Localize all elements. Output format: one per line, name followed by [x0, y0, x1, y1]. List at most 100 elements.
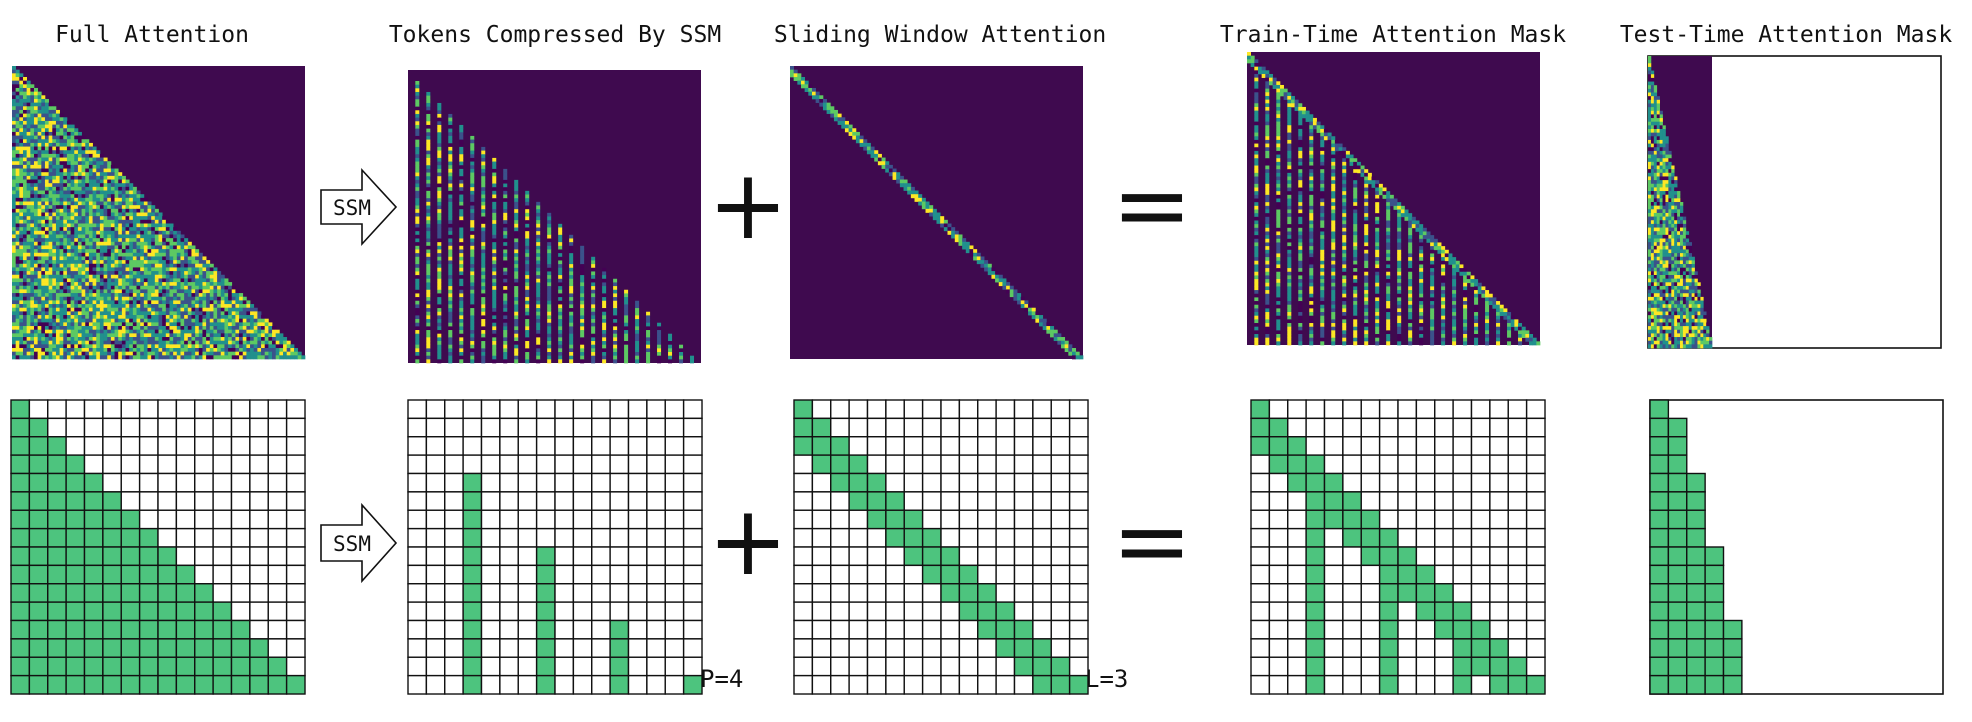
heatmap-cell [37, 256, 42, 261]
heatmap-cell [158, 212, 163, 217]
heatmap-cell [492, 205, 497, 210]
heatmap-cell [220, 348, 225, 353]
heatmap-cell [99, 307, 104, 312]
heatmap-cell [48, 186, 53, 191]
heatmap-cell [110, 194, 115, 199]
heatmap-cell [250, 348, 255, 353]
heatmap-cell [191, 282, 196, 287]
heatmap-cell [48, 348, 53, 353]
heatmap-cell [1254, 62, 1259, 67]
heatmap-cell [547, 326, 552, 331]
heatmap-cell [63, 274, 68, 279]
heatmap-cell [202, 296, 207, 301]
heatmap-cell [92, 238, 97, 243]
heatmap-cell [228, 351, 233, 356]
heatmap-cell [26, 318, 31, 323]
heatmap-cell [15, 153, 20, 158]
heatmap-cell [85, 271, 90, 276]
heatmap-cell [503, 308, 508, 313]
heatmap-cell [448, 201, 453, 206]
heatmap-cell [184, 245, 189, 250]
heatmap-cell [195, 274, 200, 279]
heatmap-cell [448, 286, 453, 291]
heatmap-cell [59, 219, 64, 224]
heatmap-cell [1400, 205, 1405, 210]
heatmap-cell [136, 315, 141, 320]
heatmap-cell [1254, 99, 1259, 104]
heatmap-cell [48, 274, 53, 279]
heatmap-cell [217, 304, 222, 309]
heatmap-cell [448, 121, 453, 126]
heatmap-cell [1265, 147, 1270, 152]
heatmap-cell [140, 296, 145, 301]
heatmap-cell [1265, 128, 1270, 133]
heatmap-cell [103, 348, 108, 353]
heatmap-cell [121, 355, 126, 360]
heatmap-cell [602, 267, 607, 272]
heatmap-cell [30, 296, 35, 301]
heatmap-cell [118, 326, 123, 331]
heatmap-cell [209, 282, 214, 287]
heatmap-cell [514, 311, 519, 316]
heatmap-cell [481, 209, 486, 214]
heatmap-cell [107, 296, 112, 301]
heatmap-cell [1309, 128, 1314, 133]
heatmap-cell [1294, 103, 1299, 108]
heatmap-cell [158, 227, 163, 232]
heatmap-cell [22, 109, 27, 114]
heatmap-cell [1287, 202, 1292, 207]
heatmap-cell [855, 135, 860, 140]
heatmap-cell [48, 190, 53, 195]
heatmap-cell [268, 340, 273, 345]
heatmap-cell [169, 285, 174, 290]
heatmap-cell [81, 168, 86, 173]
heatmap-cell [70, 282, 75, 287]
heatmap-cell [569, 300, 574, 305]
heatmap-cell [176, 260, 181, 265]
heatmap-cell [426, 209, 431, 214]
heatmap-cell [41, 337, 46, 342]
heatmap-cell [283, 344, 288, 349]
heatmap-cell [12, 124, 17, 129]
heatmap-cell [536, 256, 541, 261]
heatmap-cell [1298, 136, 1303, 141]
heatmap-cell [48, 135, 53, 140]
heatmap-cell [514, 179, 519, 184]
heatmap-cell [63, 285, 68, 290]
heatmap-cell [118, 201, 123, 206]
heatmap-cell [525, 271, 530, 276]
heatmap-cell [859, 139, 864, 144]
heatmap-cell [514, 205, 519, 210]
heatmap-cell [85, 329, 90, 334]
heatmap-cell [536, 300, 541, 305]
heatmap-cell [235, 304, 240, 309]
heatmap-cell [1028, 307, 1033, 312]
heatmap-cell [459, 172, 464, 177]
heatmap-cell [48, 256, 53, 261]
heatmap-cell [246, 340, 251, 345]
heatmap-cell [66, 194, 71, 199]
heatmap-cell [118, 351, 123, 356]
heatmap-cell [12, 230, 17, 235]
heatmap-cell [503, 275, 508, 280]
heatmap-cell [41, 146, 46, 151]
heatmap-cell [63, 208, 68, 213]
heatmap-cell [1276, 191, 1281, 196]
heatmap-cell [217, 285, 222, 290]
heatmap-cell [503, 198, 508, 203]
heatmap-cell [132, 201, 137, 206]
heatmap-cell [1342, 172, 1347, 177]
heatmap-cell [107, 256, 112, 261]
heatmap-cell [19, 172, 24, 177]
heatmap-cell [118, 282, 123, 287]
heatmap-cell [110, 227, 115, 232]
heatmap-cell [37, 109, 42, 114]
heatmap-cell [169, 333, 174, 338]
heatmap-cell [437, 205, 442, 210]
heatmap-cell [85, 219, 90, 224]
heatmap-cell [415, 143, 420, 148]
heatmap-cell [224, 289, 229, 294]
heatmap-cell [1305, 114, 1310, 119]
heatmap-cell [1265, 84, 1270, 89]
heatmap-cell [275, 337, 280, 342]
